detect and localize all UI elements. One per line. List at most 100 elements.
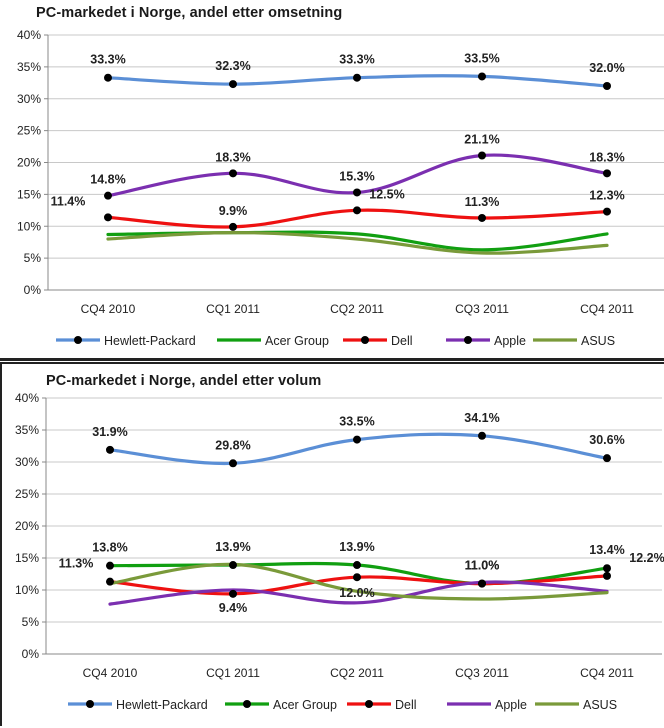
- data-label: 12.5%: [369, 187, 404, 201]
- y-tick-label: 40%: [15, 391, 39, 405]
- legend-label: Hewlett-Packard: [116, 698, 208, 712]
- data-label: 11.3%: [59, 557, 94, 571]
- legend-marker: [365, 700, 373, 708]
- data-point: [229, 459, 237, 468]
- data-label: 9.4%: [219, 601, 248, 615]
- data-point: [229, 561, 237, 570]
- data-point: [229, 169, 237, 178]
- legend-marker: [361, 336, 369, 344]
- y-tick-label: 10%: [17, 219, 41, 233]
- data-label: 33.3%: [90, 53, 125, 67]
- y-tick-label: 20%: [17, 156, 41, 170]
- data-label: 15.3%: [339, 169, 374, 183]
- data-point: [104, 213, 112, 222]
- chart-title: PC-markedet i Norge, andel etter omsetni…: [36, 5, 343, 21]
- x-tick-label: CQ4 2010: [81, 302, 136, 316]
- data-label: 32.3%: [215, 59, 250, 73]
- data-label: 14.8%: [90, 173, 125, 187]
- data-label: 9.9%: [219, 204, 248, 218]
- data-label: 13.8%: [92, 541, 127, 555]
- x-tick-label: CQ4 2011: [580, 302, 634, 316]
- data-label: 12.3%: [589, 189, 624, 203]
- legend-label: Apple: [495, 698, 527, 712]
- data-point: [353, 573, 361, 582]
- data-label: 12.0%: [339, 586, 374, 600]
- y-tick-label: 15%: [17, 187, 41, 201]
- data-point: [353, 188, 361, 197]
- data-point: [106, 445, 114, 454]
- line-chart-volume: 0% 5% 10% 15% 20% 25% 30% 35% 40% CQ4 2010 CQ1 201…: [15, 391, 664, 712]
- y-tick-label: 30%: [15, 455, 39, 469]
- y-tick-label: 0%: [24, 283, 42, 297]
- data-label: 33.5%: [464, 51, 499, 65]
- data-label: 13.9%: [339, 540, 374, 554]
- data-point: [603, 571, 611, 580]
- data-point: [104, 191, 112, 200]
- y-tick-label: 25%: [15, 487, 39, 501]
- data-point: [104, 73, 112, 82]
- y-tick-label: 0%: [22, 647, 40, 661]
- x-tick-label: CQ1 2011: [206, 302, 260, 316]
- series-line: [106, 230, 609, 255]
- y-tick-label: 35%: [17, 60, 41, 74]
- x-tick-label: CQ3 2011: [455, 666, 509, 680]
- legend-marker: [243, 700, 251, 708]
- data-point: [353, 435, 361, 444]
- data-label: 33.3%: [339, 53, 374, 67]
- data-point: [353, 206, 361, 215]
- data-label: 13.4%: [589, 543, 624, 557]
- y-tick-label: 35%: [15, 423, 39, 437]
- x-tick-label: CQ3 2011: [455, 302, 509, 316]
- y-tick-label: 40%: [17, 28, 41, 42]
- data-label: 30.6%: [589, 433, 624, 447]
- data-point: [353, 561, 361, 570]
- y-tick-label: 5%: [22, 615, 40, 629]
- data-point: [603, 564, 611, 573]
- x-tick-label: CQ4 2011: [580, 666, 634, 680]
- series-line: [108, 562, 609, 601]
- data-label: 11.0%: [465, 559, 500, 573]
- data-point: [478, 151, 486, 160]
- series-line: [108, 580, 609, 606]
- data-label: 29.8%: [215, 438, 250, 452]
- chart-title: PC-markedet i Norge, andel etter volum: [46, 373, 322, 389]
- legend-marker: [74, 336, 82, 344]
- data-point: [603, 82, 611, 90]
- data-point: [229, 589, 237, 598]
- data-label: 33.5%: [339, 415, 374, 429]
- data-point: [603, 207, 611, 216]
- data-label: 34.1%: [464, 411, 499, 425]
- legend-label: Apple: [494, 334, 526, 348]
- legend-label: ASUS: [583, 698, 617, 712]
- chart-panel-revenue: PC-markedet i Norge, andel etter omsetni…: [0, 0, 664, 358]
- y-tick-label: 5%: [24, 251, 42, 265]
- data-point: [353, 73, 361, 82]
- data-point: [478, 431, 486, 440]
- data-label: 32.0%: [589, 61, 624, 75]
- y-tick-label: 20%: [15, 519, 39, 533]
- data-point: [478, 579, 486, 588]
- legend-label: Hewlett-Packard: [104, 334, 196, 348]
- line-chart-revenue: 0% 5% 10% 15% 20% 25% 30% 35% 40% CQ4 2010 CQ1 201…: [17, 28, 664, 348]
- y-tick-label: 30%: [17, 92, 41, 106]
- data-label: 13.9%: [215, 540, 250, 554]
- legend-label: Dell: [391, 334, 413, 348]
- data-label: 12.2%: [629, 551, 664, 565]
- legend-marker: [86, 700, 94, 708]
- x-tick-label: CQ2 2011: [330, 666, 384, 680]
- data-point: [478, 213, 486, 222]
- legend-label: ASUS: [581, 334, 615, 348]
- data-point: [106, 561, 114, 570]
- data-label: 11.4%: [51, 194, 86, 208]
- data-label: 31.9%: [92, 425, 127, 439]
- chart-panel-volume: PC-markedet i Norge, andel etter volum 0…: [0, 362, 664, 726]
- panel-divider: [0, 358, 664, 361]
- data-point: [229, 222, 237, 231]
- y-tick-label: 25%: [17, 124, 41, 138]
- data-point: [603, 169, 611, 178]
- y-tick-label: 10%: [15, 583, 39, 597]
- data-label: 18.3%: [215, 150, 250, 164]
- x-tick-label: CQ1 2011: [206, 666, 260, 680]
- legend-label: Acer Group: [265, 334, 329, 348]
- data-point: [478, 72, 486, 81]
